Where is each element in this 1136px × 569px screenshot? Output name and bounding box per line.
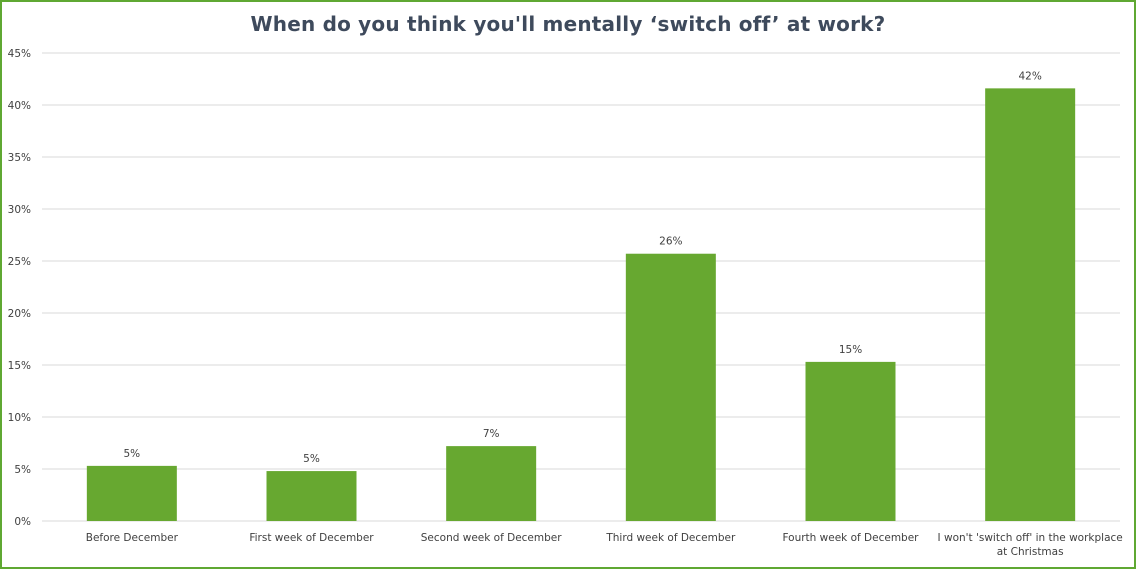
x-tick-label: Before December	[86, 532, 179, 544]
x-tick-label: First week of December	[249, 532, 374, 544]
data-label: 5%	[303, 453, 320, 465]
x-tick-label: Third week of December	[605, 532, 736, 544]
y-tick-label: 5%	[14, 464, 31, 476]
y-tick-label: 45%	[8, 48, 31, 60]
bar	[446, 446, 537, 521]
y-tick-label: 25%	[8, 256, 31, 268]
y-tick-label: 10%	[8, 412, 31, 424]
data-label: 7%	[483, 428, 500, 440]
bar	[86, 465, 177, 521]
x-tick-label: I won't 'switch off' in the workplace	[938, 532, 1123, 544]
bar	[985, 88, 1076, 522]
data-label: 15%	[839, 344, 862, 356]
y-tick-label: 0%	[14, 516, 31, 528]
y-tick-label: 40%	[8, 100, 31, 112]
y-tick-label: 35%	[8, 152, 31, 164]
y-tick-label: 30%	[8, 204, 31, 216]
chart-title: When do you think you'll mentally ‘switc…	[250, 12, 886, 36]
data-label: 5%	[123, 448, 140, 460]
y-tick-label: 20%	[8, 308, 31, 320]
bar	[266, 471, 357, 521]
x-tick-label: Second week of December	[421, 532, 562, 544]
data-label: 26%	[659, 236, 682, 248]
x-tick-label: at Christmas	[997, 546, 1064, 558]
bar	[805, 361, 896, 521]
x-tick-label: Fourth week of December	[782, 532, 919, 544]
bar	[625, 253, 716, 521]
y-tick-label: 15%	[8, 360, 31, 372]
data-label: 42%	[1018, 70, 1041, 82]
